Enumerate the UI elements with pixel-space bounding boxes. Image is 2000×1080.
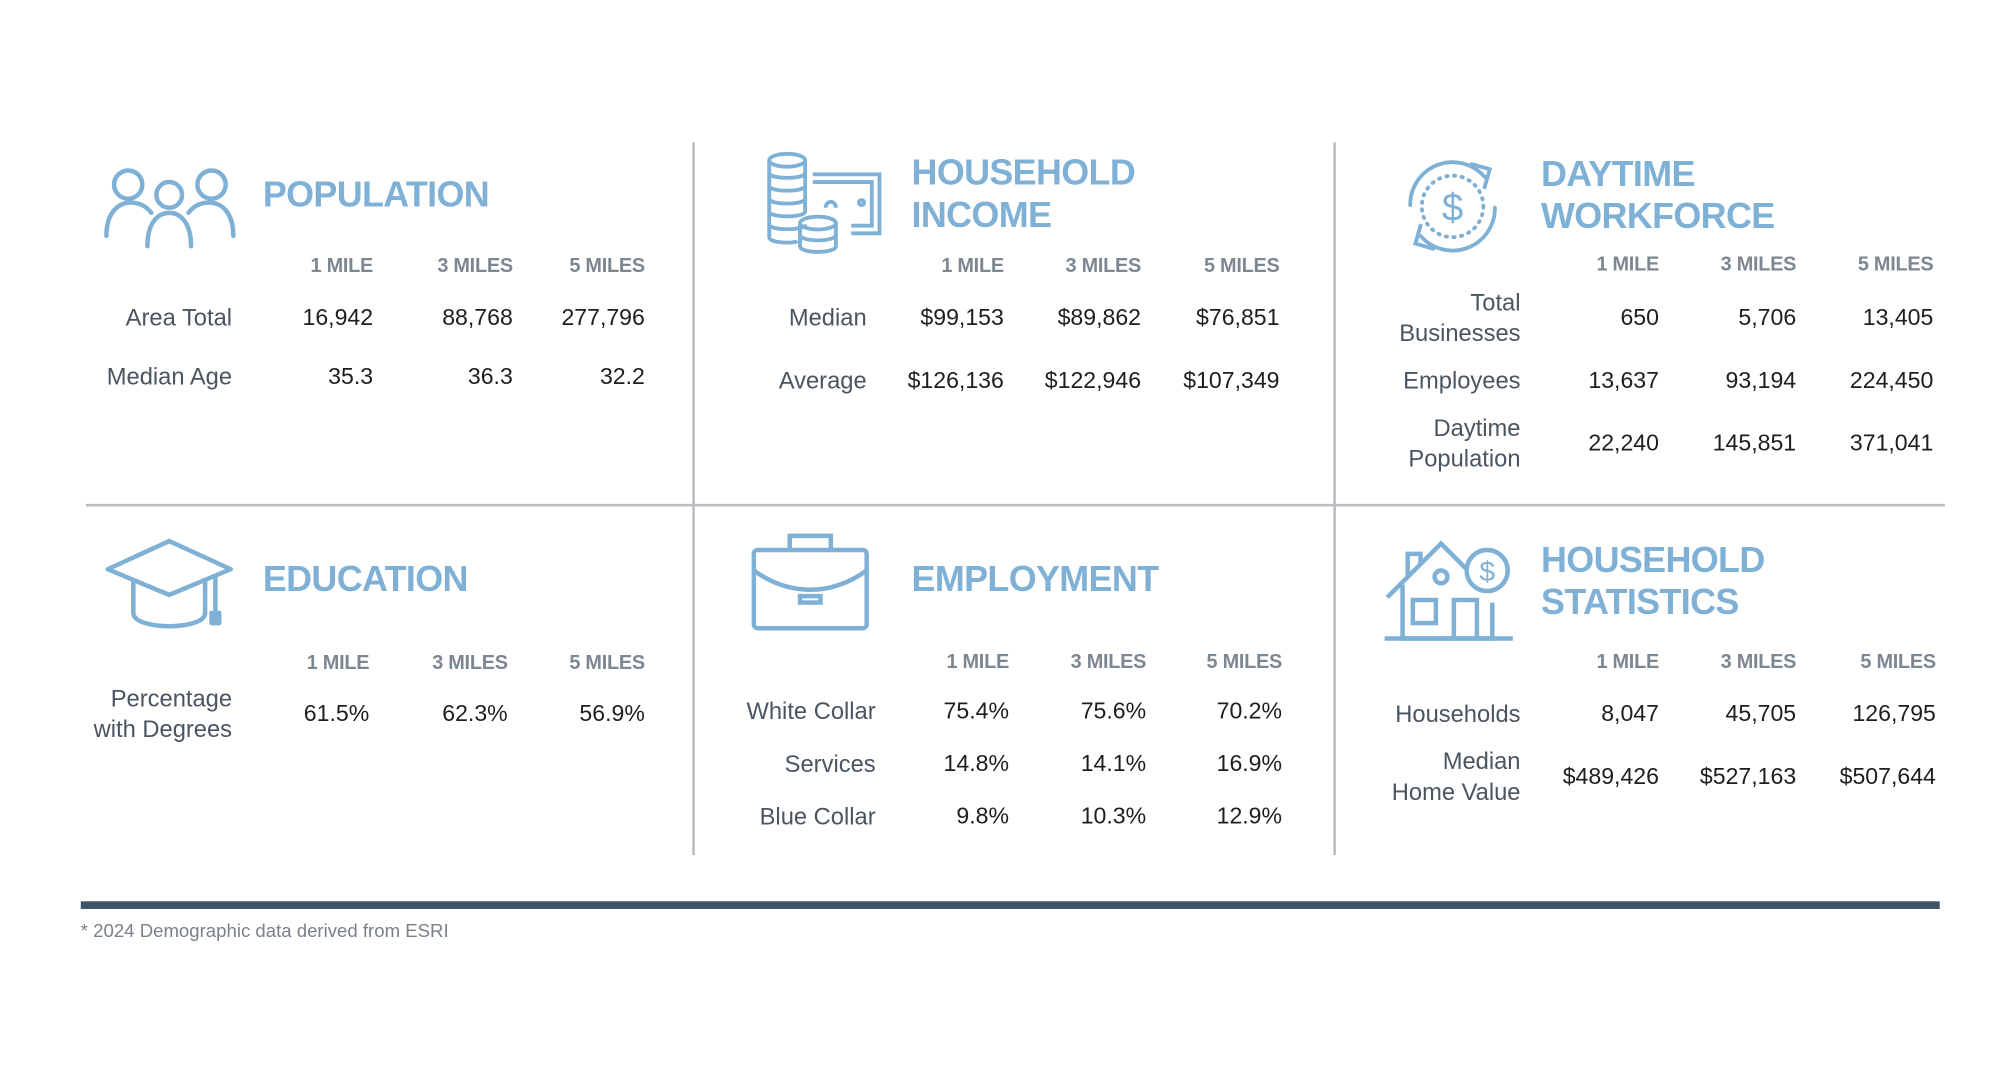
dollar-cycle-icon: $ — [1400, 154, 1505, 259]
column-header: 3 MILES — [437, 255, 513, 277]
data-value: 36.3 — [467, 363, 513, 390]
data-value: 45,705 — [1725, 700, 1797, 727]
data-value: 16.9% — [1216, 750, 1283, 777]
column-header: 3 MILES — [1720, 253, 1797, 276]
data-value: $107,349 — [1183, 367, 1280, 393]
data-value: $89,862 — [1057, 304, 1142, 331]
svg-text:$: $ — [1442, 187, 1463, 230]
data-value: $122,946 — [1044, 367, 1142, 393]
column-header: 3 MILES — [1065, 255, 1142, 277]
data-value: $76,851 — [1196, 304, 1280, 331]
data-value: 14.1% — [1080, 750, 1147, 777]
population-title: POPULATION — [262, 174, 490, 215]
data-value: 13,637 — [1588, 367, 1659, 393]
row-label: Median — [788, 303, 867, 331]
column-header: 5 MILES — [1860, 651, 1936, 674]
data-value: 10.3% — [1080, 803, 1147, 829]
row-label: Services — [784, 749, 876, 777]
data-value: $527,163 — [1699, 763, 1797, 790]
people-icon — [103, 167, 238, 249]
column-header: 1 MILE — [310, 255, 374, 277]
row-label: Average — [778, 366, 867, 394]
column-header: 5 MILES — [1203, 255, 1280, 277]
row-label: Percentage with Degrees — [93, 684, 233, 743]
column-header: 5 MILES — [1857, 253, 1934, 276]
column-header: 3 MILES — [1720, 651, 1797, 674]
row-label: White Collar — [746, 697, 876, 725]
row-divider — [85, 503, 1945, 507]
data-value: 14.8% — [943, 750, 1009, 777]
data-value: $126,136 — [907, 367, 1004, 393]
column-divider — [692, 142, 695, 856]
data-value: 277,796 — [561, 304, 645, 331]
column-header: 5 MILES — [569, 255, 645, 277]
footer-rule — [80, 901, 1940, 909]
svg-text:$: $ — [1479, 555, 1495, 587]
column-header: 3 MILES — [432, 652, 508, 675]
column-header: 1 MILE — [306, 652, 370, 675]
data-value: 75.4% — [943, 698, 1009, 724]
row-label: Households — [1395, 699, 1521, 727]
data-value: $99,153 — [920, 304, 1004, 331]
data-value: 32.2 — [599, 363, 645, 390]
row-label: Blue Collar — [759, 802, 876, 830]
row-label: Daytime Population — [1408, 414, 1521, 472]
data-value: 56.9% — [579, 700, 645, 727]
data-value: 12.9% — [1216, 803, 1283, 829]
data-value: 93,194 — [1725, 367, 1797, 393]
data-value: 145,851 — [1712, 430, 1797, 456]
data-value: 35.3 — [328, 363, 374, 390]
data-value: 9.8% — [956, 803, 1009, 829]
data-value: 650 — [1620, 304, 1659, 331]
data-value: 5,706 — [1738, 304, 1797, 331]
data-value: 16,942 — [302, 304, 374, 331]
row-label: Median Age — [106, 362, 233, 390]
column-divider — [1333, 142, 1336, 856]
column-header: 1 MILE — [1596, 651, 1659, 674]
column-header: 3 MILES — [1070, 651, 1147, 674]
column-header: 1 MILE — [941, 255, 1004, 277]
column-header: 5 MILES — [569, 652, 645, 675]
data-value: 70.2% — [1216, 698, 1283, 724]
data-value: 61.5% — [303, 700, 370, 727]
data-value: 8,047 — [1601, 700, 1659, 727]
graduation-cap-icon — [105, 538, 234, 630]
column-header: 1 MILE — [946, 651, 1009, 674]
row-label: Area Total — [125, 303, 233, 331]
data-value: 88,768 — [442, 304, 513, 331]
data-value: 22,240 — [1588, 430, 1659, 456]
employment-title: EMPLOYMENT — [911, 558, 1160, 599]
footnote: * 2024 Demographic data derived from ESR… — [80, 921, 449, 943]
row-label: Employees — [1403, 366, 1521, 394]
column-header: 1 MILE — [1596, 253, 1659, 276]
briefcase-icon — [751, 532, 869, 631]
data-value: 13,405 — [1862, 304, 1934, 331]
column-header: 5 MILES — [1206, 651, 1283, 674]
daytime-workforce-title: DAYTIME WORKFORCE — [1541, 153, 1775, 236]
row-label: Median Home Value — [1391, 747, 1521, 806]
data-value: 75.6% — [1080, 698, 1147, 724]
data-value: 126,795 — [1852, 700, 1936, 727]
education-title: EDUCATION — [262, 558, 469, 599]
household-statistics-title: HOUSEHOLD STATISTICS — [1541, 539, 1765, 622]
row-label: Total Businesses — [1399, 288, 1521, 347]
data-value: 62.3% — [442, 700, 508, 727]
data-value: 371,041 — [1849, 430, 1934, 456]
data-value: $489,426 — [1562, 763, 1659, 790]
data-value: 224,450 — [1849, 367, 1934, 393]
household-income-title: HOUSEHOLD INCOME — [911, 152, 1136, 235]
data-value: $507,644 — [1839, 763, 1936, 790]
coins-cash-icon — [767, 151, 882, 256]
house-dollar-icon: $ — [1384, 538, 1513, 641]
